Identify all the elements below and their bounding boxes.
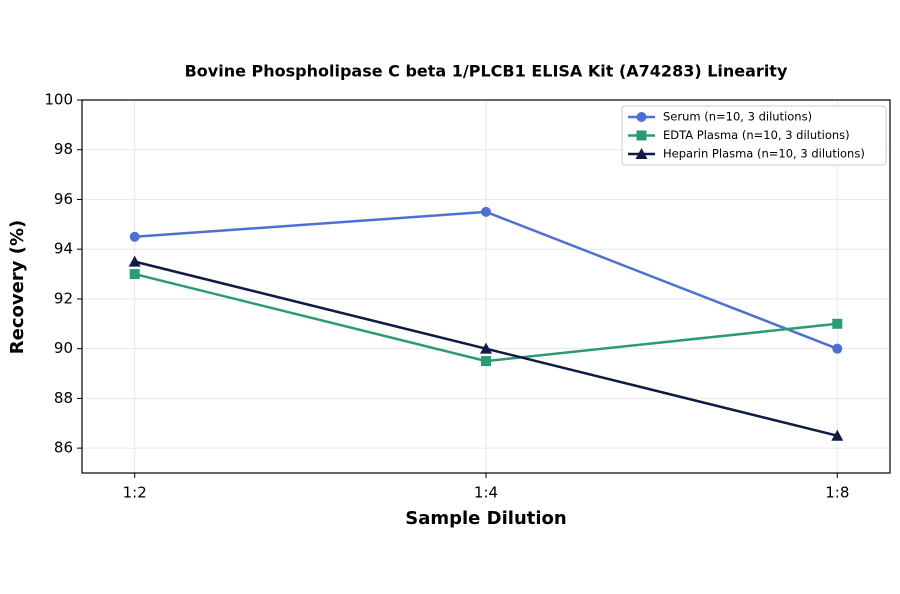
plot-frame <box>81 99 891 474</box>
y-tick-label: 100 <box>44 91 73 109</box>
legend-label: EDTA Plasma (n=10, 3 dilutions) <box>663 128 850 142</box>
legend-box <box>621 105 887 166</box>
legend-label: Heparin Plasma (n=10, 3 dilutions) <box>663 147 865 161</box>
data-point <box>832 318 843 329</box>
y-tick-label: 92 <box>54 289 73 307</box>
x-tick-label: 1:8 <box>825 484 849 502</box>
legend-marker <box>636 112 647 122</box>
data-point <box>831 429 844 441</box>
chart-title: Bovine Phospholipase C beta 1/PLCB1 ELIS… <box>185 62 788 81</box>
x-tick-label: 1:4 <box>474 484 498 502</box>
data-point <box>832 343 843 354</box>
y-axis-label: Recovery (%) <box>7 220 28 354</box>
data-point <box>481 206 491 217</box>
legend-marker <box>635 148 648 159</box>
y-tick-label: 96 <box>54 190 73 208</box>
y-tick-label: 94 <box>54 240 73 258</box>
x-tick-label: 1:2 <box>123 484 147 502</box>
y-tick-label: 90 <box>54 339 73 357</box>
legend-marker <box>636 130 647 141</box>
y-tick-label: 86 <box>54 439 73 457</box>
x-axis-label: Sample Dilution <box>405 508 566 529</box>
y-tick-label: 88 <box>54 389 73 407</box>
data-point <box>480 342 492 354</box>
data-point <box>481 356 491 367</box>
data-point <box>129 269 140 280</box>
data-point <box>128 255 141 267</box>
data-point <box>129 231 140 242</box>
legend-label: Serum (n=10, 3 dilutions) <box>663 110 812 124</box>
y-tick-label: 98 <box>54 140 73 158</box>
